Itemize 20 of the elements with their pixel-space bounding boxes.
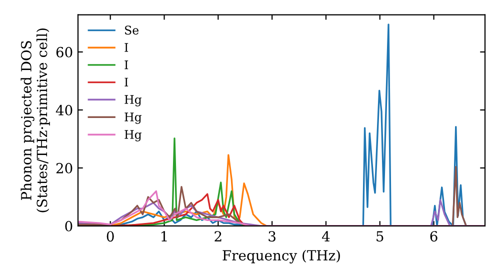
x-tick-label: 6 <box>430 231 438 242</box>
x-tick-label: 2 <box>214 231 222 242</box>
y-tick-label: 60 <box>56 46 72 58</box>
x-axis-title: Frequency (THz) <box>222 250 340 264</box>
legend-label: Se <box>125 26 139 35</box>
y-tick-label: 0 <box>65 220 72 232</box>
y-tick-label: 20 <box>56 162 72 174</box>
legend-label: Hg <box>124 112 142 124</box>
x-tick-label: 5 <box>376 231 384 242</box>
legend-label: Hg <box>124 95 142 106</box>
legend-label: Hg <box>124 130 142 142</box>
legend-label: I <box>124 60 128 70</box>
x-tick-label: 3 <box>268 231 276 242</box>
x-tick-label: 4 <box>322 231 330 242</box>
x-tick-label: 0 <box>106 231 114 242</box>
x-tick-label: 1 <box>162 231 167 242</box>
legend-label: I <box>124 43 128 52</box>
y-axis-title: Phonon projected DOS (States/THz·primitive cell) <box>20 28 50 212</box>
legend-label: I <box>124 78 128 86</box>
y-tick-label: 40 <box>56 104 72 116</box>
